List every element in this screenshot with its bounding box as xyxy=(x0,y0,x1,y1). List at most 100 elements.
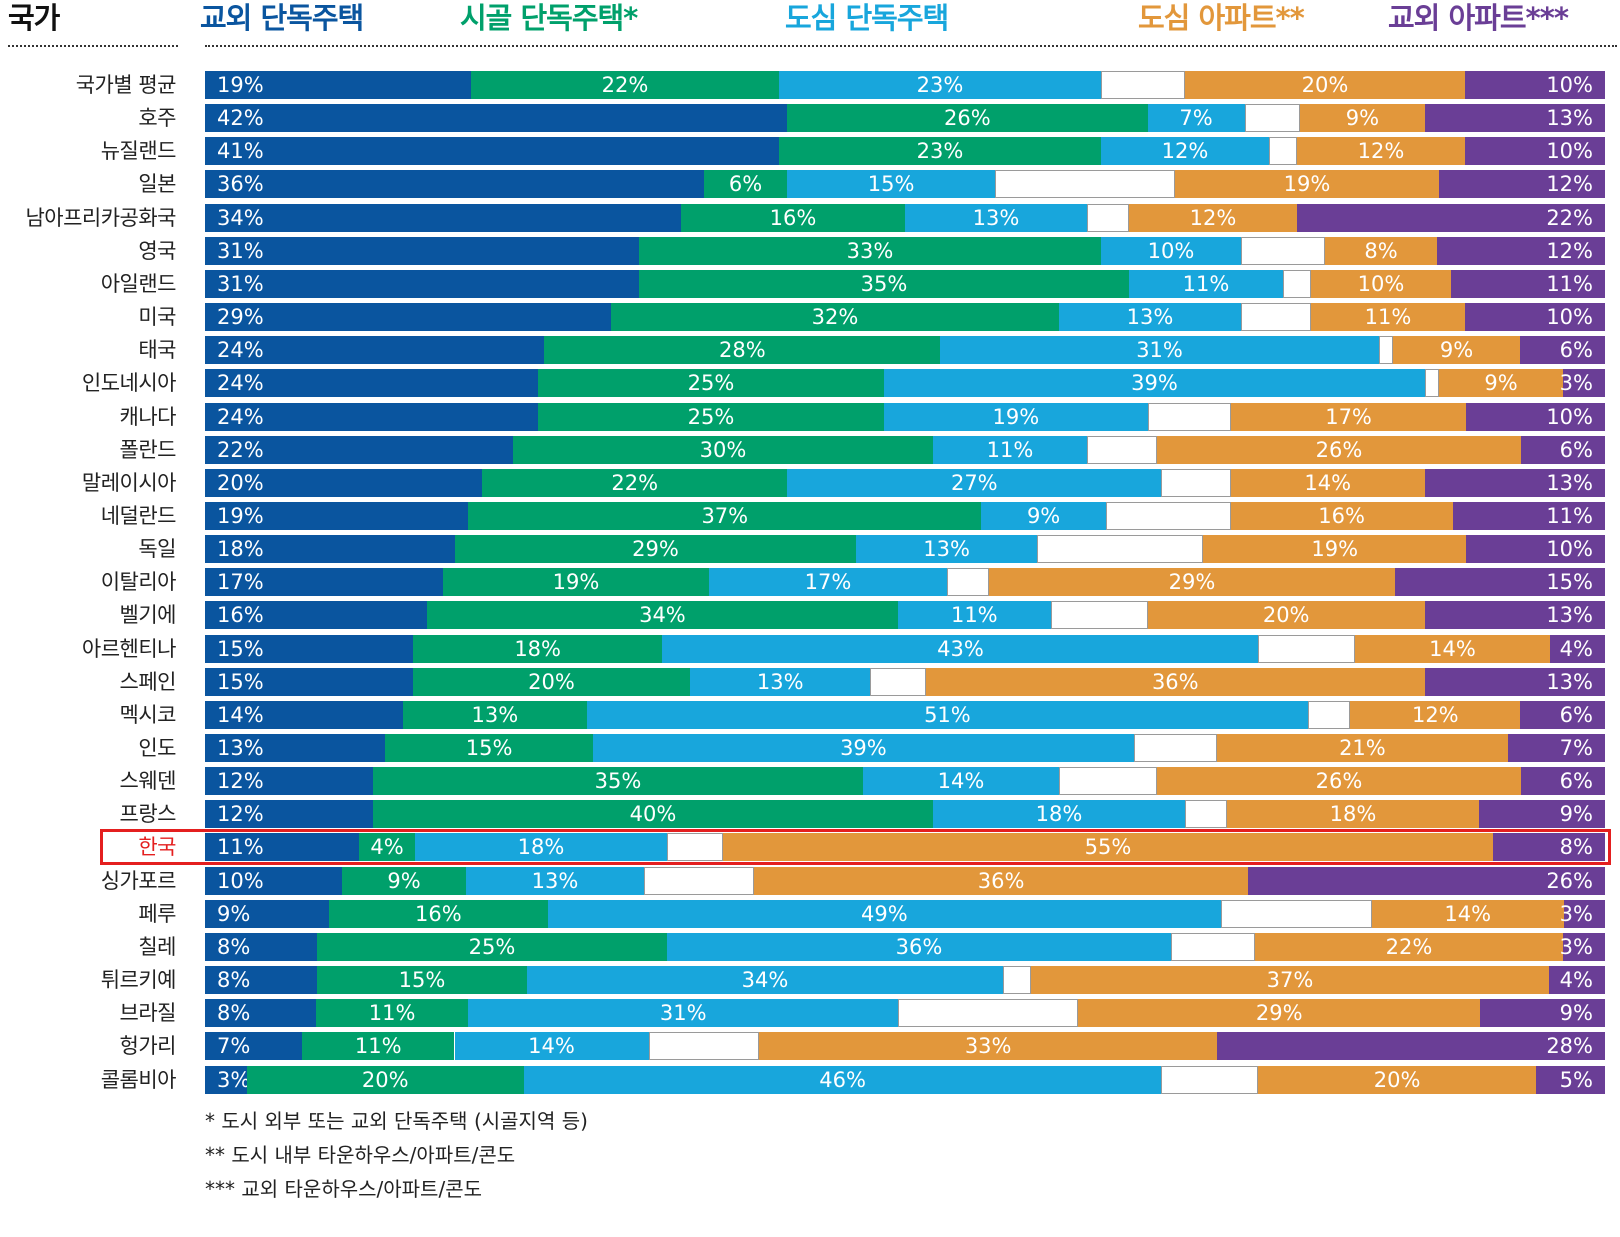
data-label: 18% xyxy=(1035,802,1083,827)
bar-segment-urban-apartment xyxy=(1392,336,1521,365)
bar-segment-urban-house xyxy=(593,734,1134,762)
bar-segment-urban-house xyxy=(933,800,1185,829)
data-label: 22% xyxy=(1546,205,1593,230)
data-label: 3% xyxy=(217,1067,251,1092)
bar-segment-suburban-house xyxy=(205,833,359,862)
bar-segment-unlabeled xyxy=(1308,700,1351,729)
data-label: 15% xyxy=(465,736,513,760)
data-label: 11% xyxy=(950,603,998,628)
data-label: 10% xyxy=(1147,238,1195,263)
bar-segment-unlabeled xyxy=(1059,767,1157,796)
bar-segment-unlabeled xyxy=(1424,369,1439,398)
bar-segment-urban-apartment xyxy=(1300,104,1425,133)
data-label: 34% xyxy=(639,603,686,628)
bar-segment-rural-house xyxy=(373,767,863,796)
data-label: 43% xyxy=(937,636,984,661)
bar-segment-unlabeled xyxy=(667,833,723,862)
bar-segment-urban-house xyxy=(709,568,947,597)
bar-segment-urban-house xyxy=(940,336,1379,365)
data-label: 15% xyxy=(867,172,915,197)
data-label: 21% xyxy=(1339,736,1386,760)
data-label: 28% xyxy=(719,338,766,363)
bar-segment-urban-house xyxy=(981,501,1106,530)
data-label: 46% xyxy=(819,1067,866,1092)
bar-segment-urban-house xyxy=(933,435,1087,464)
data-label: 9% xyxy=(1345,106,1380,131)
data-label: 14% xyxy=(1444,901,1492,926)
data-label: 6% xyxy=(1559,437,1593,462)
bar-segment-rural-house xyxy=(426,601,899,630)
bar-segment-urban-apartment xyxy=(1203,535,1467,564)
bar-segment-urban-apartment xyxy=(1325,236,1437,265)
data-label: 13% xyxy=(1546,603,1593,628)
bar-segment-urban-house xyxy=(779,71,1101,99)
data-label: 29% xyxy=(632,537,679,562)
data-label: 11% xyxy=(1364,305,1412,330)
bar-segment-urban-apartment xyxy=(1311,269,1451,298)
bar-segment-suburban-apartment xyxy=(1563,369,1605,398)
category-label: 브라질 xyxy=(119,1001,177,1026)
footnote-suburban-apartment: *** 교외 타운하우스/아파트/콘도 xyxy=(205,1177,482,1201)
data-label: 36% xyxy=(977,868,1025,893)
bar-segment-suburban-house xyxy=(205,369,538,398)
bar-segment-rural-house xyxy=(639,236,1101,265)
bar-segment-urban-apartment xyxy=(1031,966,1549,995)
data-label: 13% xyxy=(471,702,519,727)
bar-segment-suburban-apartment xyxy=(1549,966,1605,995)
bar-segment-suburban-house xyxy=(205,767,373,796)
data-label: 13% xyxy=(217,736,264,760)
data-label: 29% xyxy=(217,305,264,330)
data-label: 51% xyxy=(924,702,971,727)
category-label: 미국 xyxy=(138,305,176,330)
bar-segment-rural-house xyxy=(513,435,933,464)
bar-segment-suburban-apartment xyxy=(1563,899,1605,928)
data-label: 6% xyxy=(1559,338,1593,363)
bar-segment-rural-house xyxy=(544,336,941,365)
data-label: 15% xyxy=(217,636,264,661)
footnote-urban-apartment: ** 도시 내부 타운하우스/아파트/콘도 xyxy=(205,1143,516,1167)
bar-segment-urban-apartment xyxy=(1297,137,1465,166)
category-label: 벨기에 xyxy=(119,603,177,628)
bar-segment-suburban-apartment xyxy=(1395,568,1605,597)
bar-segment-suburban-house xyxy=(205,966,317,995)
data-label: 24% xyxy=(217,404,264,429)
bar-segment-unlabeled xyxy=(1087,203,1129,232)
bar-segment-urban-apartment xyxy=(1216,734,1508,762)
bar-segment-urban-apartment xyxy=(1227,800,1479,829)
data-label: 4% xyxy=(1559,968,1593,993)
category-label: 일본 xyxy=(138,172,176,197)
data-label: 12% xyxy=(1546,172,1593,197)
data-label: 12% xyxy=(217,802,264,827)
bar-segment-unlabeled xyxy=(1050,601,1148,630)
data-label: 10% xyxy=(217,868,264,893)
footnote-rural: * 도시 외부 또는 교외 단독주택 (시골지역 등) xyxy=(205,1109,588,1133)
bar-segment-unlabeled xyxy=(1087,435,1157,464)
category-label: 영국 xyxy=(138,238,176,263)
bar-segment-urban-apartment xyxy=(925,667,1425,696)
bar-segment-rural-house xyxy=(385,734,594,762)
data-label: 12% xyxy=(1357,139,1405,164)
bar-segment-rural-house xyxy=(443,568,709,597)
bar-segment-urban-house xyxy=(465,866,645,895)
data-label: 13% xyxy=(972,205,1020,230)
header-divider-right xyxy=(205,45,1617,47)
data-label: 19% xyxy=(992,404,1040,429)
bar-segment-urban-apartment xyxy=(723,833,1493,862)
bar-segment-urban-apartment xyxy=(1350,700,1521,729)
bar-segment-rural-house xyxy=(402,700,587,729)
bar-segment-unlabeled xyxy=(1171,932,1255,961)
bar-segment-unlabeled xyxy=(1105,501,1231,530)
data-label: 34% xyxy=(741,968,789,993)
bar-segment-suburban-apartment xyxy=(1493,833,1605,862)
category-label: 국가별 평균 xyxy=(75,73,177,97)
data-label: 20% xyxy=(1373,1067,1421,1092)
data-label: 18% xyxy=(517,835,565,860)
data-label: 10% xyxy=(1357,271,1405,296)
data-label: 35% xyxy=(594,769,642,794)
data-label: 6% xyxy=(728,172,763,197)
bar-segment-rural-house xyxy=(328,899,549,928)
data-label: 13% xyxy=(531,868,579,893)
data-label: 12% xyxy=(217,769,264,794)
bar-segment-suburban-house xyxy=(205,501,469,530)
data-label: 29% xyxy=(1255,1001,1303,1026)
